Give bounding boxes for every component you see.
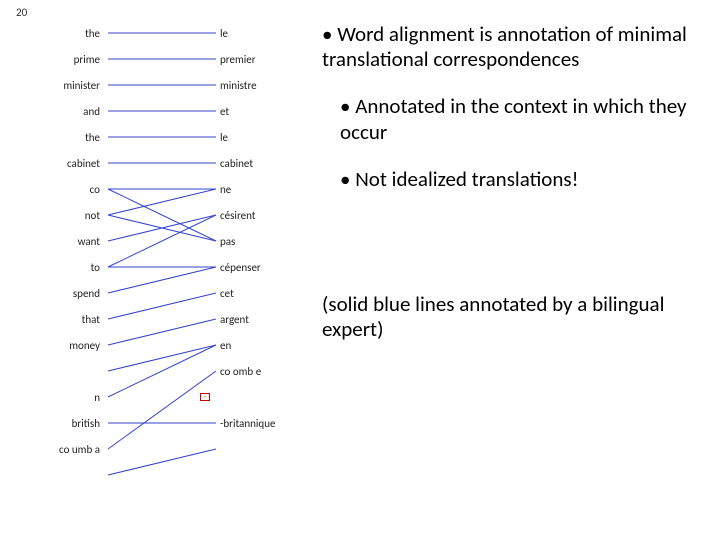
target-word: premier [220,54,290,65]
target-word: cépenser [220,262,290,273]
source-word: not [30,210,100,221]
source-word: spend [30,288,100,299]
source-word: to [30,262,100,273]
text-panel: Word alignment is annotation of minimal … [322,22,702,342]
target-word: le [220,132,290,143]
bullet-sub-1: Annotated in the context in which they o… [340,94,702,144]
source-word: the [30,132,100,143]
target-word: cabinet [220,158,290,169]
target-word: césirent [220,210,290,221]
source-word: co [30,184,100,195]
alignment-edge [108,345,216,371]
alignment-edge [108,345,216,397]
target-word: ne [220,184,290,195]
source-word: n [30,392,100,403]
source-word: want [30,236,100,247]
source-word: british [30,418,100,429]
source-word: that [30,314,100,325]
alignment-edge [108,267,216,293]
source-word: money [30,340,100,351]
target-word: pas [220,236,290,247]
target-word: en [220,340,290,351]
target-word: le [220,28,290,39]
source-word: co umb a [30,444,100,455]
source-word: and [30,106,100,117]
alignment-edge [108,319,216,345]
bullet-main: Word alignment is annotation of minimal … [322,22,702,72]
source-word: cabinet [30,158,100,169]
source-word: the [30,28,100,39]
target-word: argent [220,314,290,325]
alignment-edge [108,189,216,215]
target-word: cet [220,288,290,299]
note: (solid blue lines annotated by a bilingu… [322,292,702,342]
bullet-sub-2: Not idealized translations! [340,167,702,192]
target-word: et [220,106,290,117]
alignment-edge [108,189,216,241]
alignment-edge [108,449,216,475]
target-word: ministre [220,80,290,91]
alignment-edge [108,293,216,319]
target-word: -britannique [220,418,290,429]
target-word: co omb e [220,366,290,377]
alignment-diagram: the prime minister and the cabinet co not want to… [30,20,310,520]
slide-number: 20 [16,6,27,19]
source-word: minister [30,80,100,91]
alignment-edge [108,371,216,449]
alignment-edge [108,215,216,267]
unaligned-marker-icon: - [200,393,210,401]
source-word: prime [30,54,100,65]
